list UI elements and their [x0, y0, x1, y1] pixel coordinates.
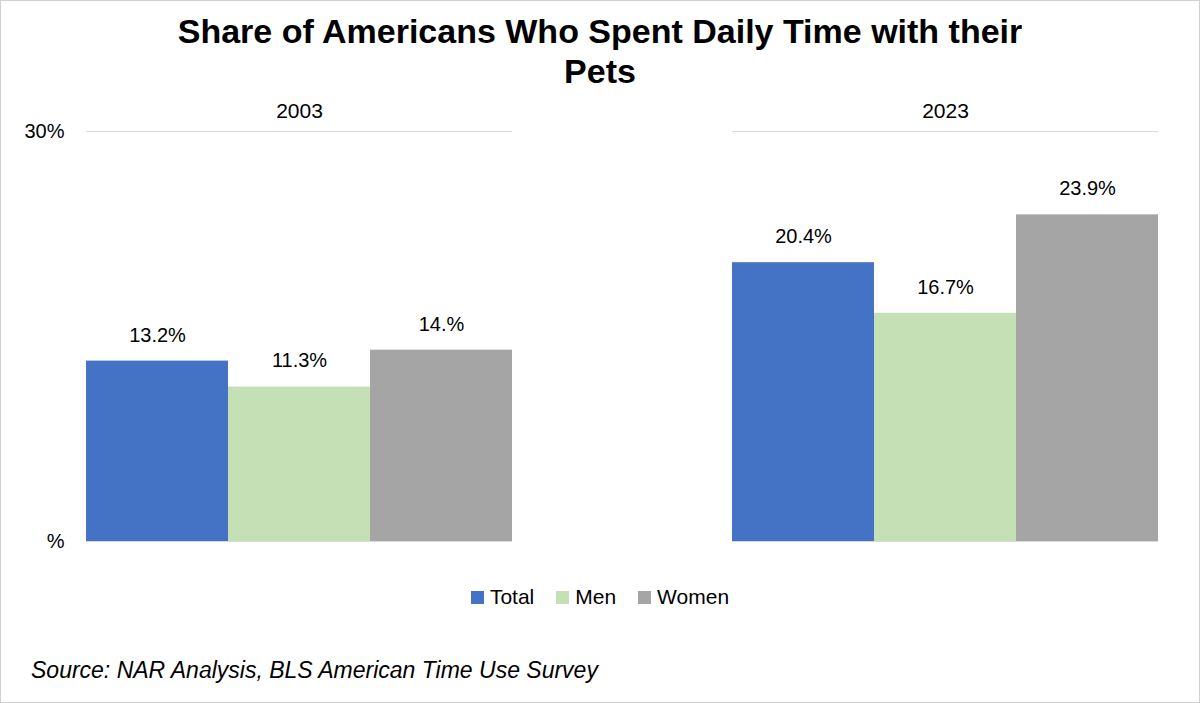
svg-text:20.4%: 20.4% [775, 225, 832, 247]
svg-text:2003: 2003 [276, 99, 323, 122]
html-text:Source: NAR Analysis, BLS Amer: Source: NAR Analysis, BLS American Time … [31, 657, 598, 683]
svg-text:30%: 30% [24, 120, 64, 142]
svg-text:13.2%: 13.2% [129, 324, 186, 346]
html-text:Women: Women [657, 585, 730, 608]
svg-text:14.%: 14.% [419, 313, 465, 335]
html-text:Total: Total [489, 585, 535, 608]
svg-text:11.3%: 11.3% [272, 349, 327, 371]
html-text:Men: Men [575, 585, 617, 608]
svg-text:16.7%: 16.7% [917, 276, 974, 298]
html-text:Share of Americans Who Spent D: Share of Americans Who Spent Daily Time … [177, 12, 1023, 90]
svg-text:2023: 2023 [922, 99, 969, 122]
svg-text:23.9%: 23.9% [1059, 177, 1116, 199]
svg-text:%: % [47, 530, 65, 552]
